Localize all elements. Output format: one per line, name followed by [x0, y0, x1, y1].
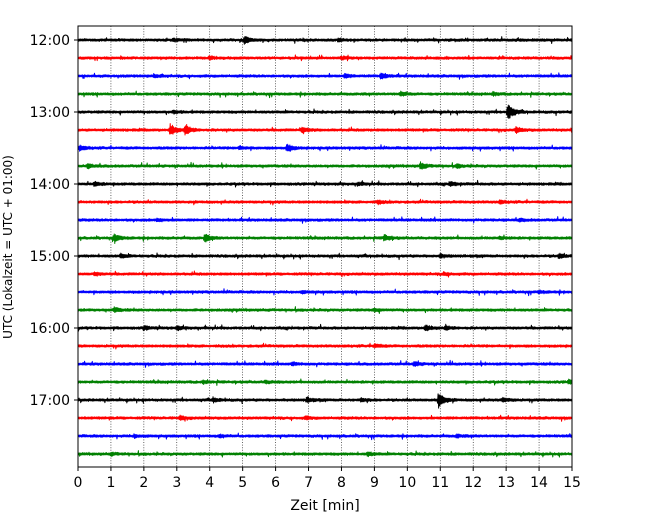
- seismogram-trace: [77, 306, 573, 314]
- seismogram-trace: [77, 123, 573, 136]
- traces: [77, 36, 573, 458]
- x-tick-label: 9: [370, 475, 379, 491]
- y-tick-label: 14:00: [30, 177, 70, 193]
- x-axis-ticks: 0 1 2 3 4 5 6 7 8 9 10 11 12 13 14 15: [74, 467, 581, 491]
- y-tick-label: 13:00: [30, 105, 70, 121]
- seismogram-trace: [77, 378, 573, 386]
- seismogram-trace: [77, 342, 573, 350]
- y-axis-ticks: 12:00 13:00 14:00 15:00 16:00 17:00: [30, 33, 78, 409]
- y-tick-label: 12:00: [30, 33, 70, 49]
- y-axis-label: UTC (Lokalzeit = UTC + 01:00): [1, 155, 15, 339]
- seismogram-trace: [77, 36, 573, 45]
- x-tick-label: 12: [464, 475, 482, 491]
- x-tick-label: 10: [398, 475, 416, 491]
- y-tick-label: 16:00: [30, 321, 70, 337]
- seismogram-trace: [77, 143, 573, 152]
- x-axis-label: Zeit [min]: [290, 498, 359, 514]
- grid-lines: [110, 26, 540, 467]
- x-tick-label: 14: [530, 475, 548, 491]
- x-tick-label: 15: [563, 475, 581, 491]
- seismogram-trace: [77, 252, 573, 261]
- seismogram-trace: [77, 54, 573, 62]
- x-tick-label: 3: [172, 475, 181, 491]
- plot-background: [78, 26, 572, 467]
- x-tick-label: 5: [238, 475, 247, 491]
- seismogram-trace: [77, 90, 573, 99]
- seismogram-trace: [77, 450, 573, 458]
- x-tick-label: 7: [304, 475, 313, 491]
- y-tick-label: 17:00: [30, 393, 70, 409]
- seismogram-trace: [77, 233, 573, 244]
- seismogram-trace: [77, 179, 573, 188]
- plot-frame: [77, 25, 573, 468]
- x-tick-label: 1: [106, 475, 115, 491]
- seismogram-trace: [77, 270, 573, 278]
- y-tick-label: 15:00: [30, 249, 70, 265]
- seismogram-trace: [77, 216, 573, 224]
- seismogram-trace: [77, 359, 573, 368]
- seismogram-trace: [77, 432, 573, 441]
- seismogram-trace: [77, 323, 573, 332]
- x-tick-label: 2: [139, 475, 148, 491]
- x-tick-label: 11: [431, 475, 449, 491]
- x-tick-label: 8: [337, 475, 346, 491]
- seismogram-trace: [77, 414, 573, 422]
- x-tick-label: 6: [271, 475, 280, 491]
- seismogram-trace: [77, 161, 573, 170]
- seismogram-trace: [77, 288, 573, 297]
- x-tick-label: 0: [74, 475, 83, 491]
- x-tick-label: 13: [497, 475, 515, 491]
- seismogram-trace: [77, 72, 573, 80]
- seismogram-trace: [77, 393, 573, 409]
- x-tick-label: 4: [205, 475, 214, 491]
- seismogram-trace: [77, 104, 573, 119]
- seismogram-trace: [77, 198, 573, 206]
